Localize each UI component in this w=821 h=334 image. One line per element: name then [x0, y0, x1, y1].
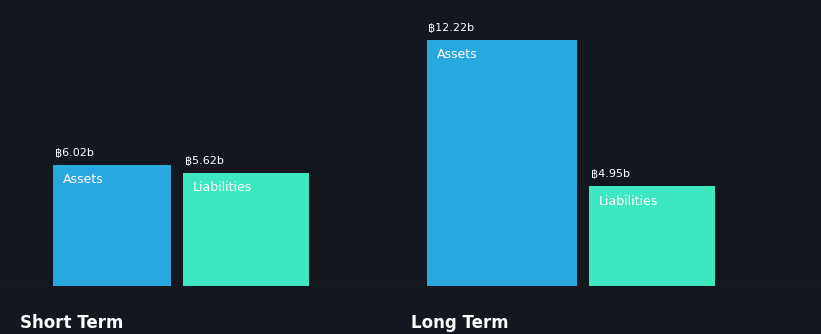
Text: ฿6.02b: ฿6.02b [54, 148, 94, 158]
Text: Assets: Assets [62, 173, 103, 186]
FancyBboxPatch shape [427, 40, 577, 286]
Text: Long Term: Long Term [410, 314, 508, 332]
Text: ฿5.62b: ฿5.62b [185, 156, 223, 166]
Text: Assets: Assets [437, 48, 477, 61]
Text: ฿12.22b: ฿12.22b [429, 23, 475, 33]
Text: ฿4.95b: ฿4.95b [591, 169, 630, 179]
FancyBboxPatch shape [53, 165, 171, 286]
FancyBboxPatch shape [589, 186, 715, 286]
Text: Liabilities: Liabilities [193, 181, 252, 194]
Text: Short Term: Short Term [21, 314, 124, 332]
Text: Liabilities: Liabilities [599, 195, 658, 208]
FancyBboxPatch shape [183, 173, 309, 286]
